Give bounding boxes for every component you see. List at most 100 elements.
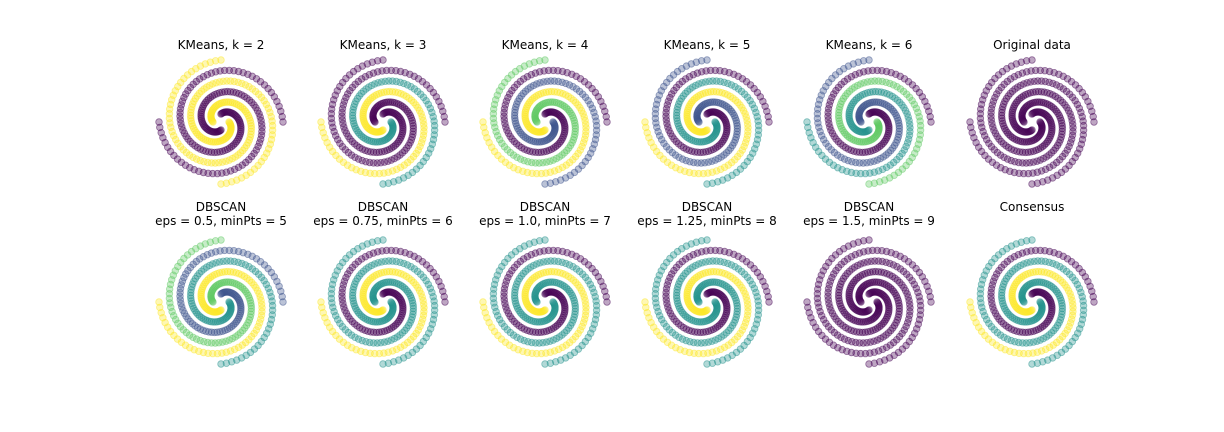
data-point [864, 148, 872, 156]
data-point [859, 57, 868, 65]
data-point [1069, 124, 1077, 132]
data-point [657, 87, 665, 95]
data-point [234, 163, 243, 171]
data-point [967, 303, 975, 312]
data-point [247, 299, 255, 307]
data-point [562, 259, 570, 268]
data-point [1073, 149, 1082, 157]
data-point [927, 298, 935, 306]
data-point [712, 77, 721, 85]
data-point [226, 167, 235, 175]
data-point [906, 127, 914, 136]
data-point [1057, 116, 1065, 125]
data-point [720, 343, 729, 351]
data-point [895, 127, 903, 136]
data-point [750, 104, 758, 113]
data-point [865, 56, 873, 64]
data-point [237, 122, 245, 130]
panel-title-kmeans-3: KMeans, k = 3 [293, 38, 473, 52]
panel-title-kmeans-5: KMeans, k = 5 [617, 38, 797, 52]
spiral-arm-3 [641, 267, 752, 358]
spiral-arm-3 [155, 267, 266, 358]
spiral-arm-1 [824, 246, 935, 337]
data-point [375, 148, 383, 156]
data-point [537, 318, 545, 326]
data-point [266, 108, 274, 117]
data-point [1032, 268, 1040, 276]
data-point [535, 237, 544, 245]
spiral-arm-1 [662, 66, 773, 157]
data-point [178, 277, 187, 285]
data-point [550, 77, 559, 85]
data-point [1065, 142, 1073, 151]
data-point [835, 297, 843, 305]
data-point [262, 100, 270, 109]
data-point [824, 292, 832, 300]
data-point [889, 81, 898, 89]
data-point [998, 117, 1006, 125]
data-point [847, 282, 855, 291]
data-point [912, 104, 920, 113]
data-point [1069, 307, 1077, 316]
data-point [895, 302, 903, 310]
data-point [541, 360, 549, 368]
spiral-arm-2 [186, 257, 277, 368]
data-point [991, 273, 999, 282]
data-point [174, 139, 182, 147]
data-point [895, 122, 903, 130]
data-point [982, 87, 990, 95]
data-point [369, 148, 378, 156]
data-point [500, 288, 508, 297]
panel-title-line1: KMeans, k = 3 [339, 38, 427, 52]
data-point [373, 237, 382, 245]
data-point [1046, 133, 1054, 142]
data-point [180, 93, 188, 102]
data-point [388, 347, 397, 355]
data-point [420, 127, 428, 136]
data-point [709, 257, 717, 265]
data-point [331, 91, 339, 99]
data-point [817, 271, 825, 279]
data-point [348, 343, 356, 352]
data-point [662, 288, 670, 297]
data-point [998, 297, 1006, 305]
data-point [578, 142, 586, 151]
data-point [217, 360, 225, 368]
data-point [656, 131, 664, 140]
data-point [748, 280, 756, 289]
data-point [226, 347, 235, 355]
data-point [859, 339, 867, 347]
data-point [383, 278, 391, 286]
data-point [673, 294, 681, 302]
data-point [822, 319, 830, 327]
data-point [531, 339, 540, 347]
data-point [1037, 167, 1046, 175]
data-point [687, 136, 696, 144]
data-point [874, 167, 883, 175]
data-point [578, 322, 586, 331]
data-point [699, 138, 707, 146]
data-point [869, 268, 877, 276]
data-point [238, 161, 246, 169]
panel-title-line2: eps = 1.25, minPts = 8 [637, 214, 777, 228]
data-point [678, 155, 687, 163]
spiral-arm-4 [651, 56, 742, 167]
data-point [803, 118, 811, 126]
data-point [1022, 248, 1031, 256]
data-point [258, 127, 266, 136]
data-point [207, 159, 216, 167]
data-point [496, 315, 504, 324]
data-point [392, 345, 401, 353]
data-point [1037, 257, 1046, 265]
data-point [521, 294, 529, 302]
data-point [1052, 81, 1061, 89]
data-point [167, 123, 175, 131]
data-point [880, 100, 889, 108]
data-point [1012, 316, 1021, 324]
data-point [1071, 277, 1079, 285]
data-point [420, 304, 428, 312]
data-point [217, 236, 225, 244]
data-point [278, 112, 286, 121]
spiral-arm-1 [987, 66, 1098, 157]
data-point [550, 268, 559, 276]
